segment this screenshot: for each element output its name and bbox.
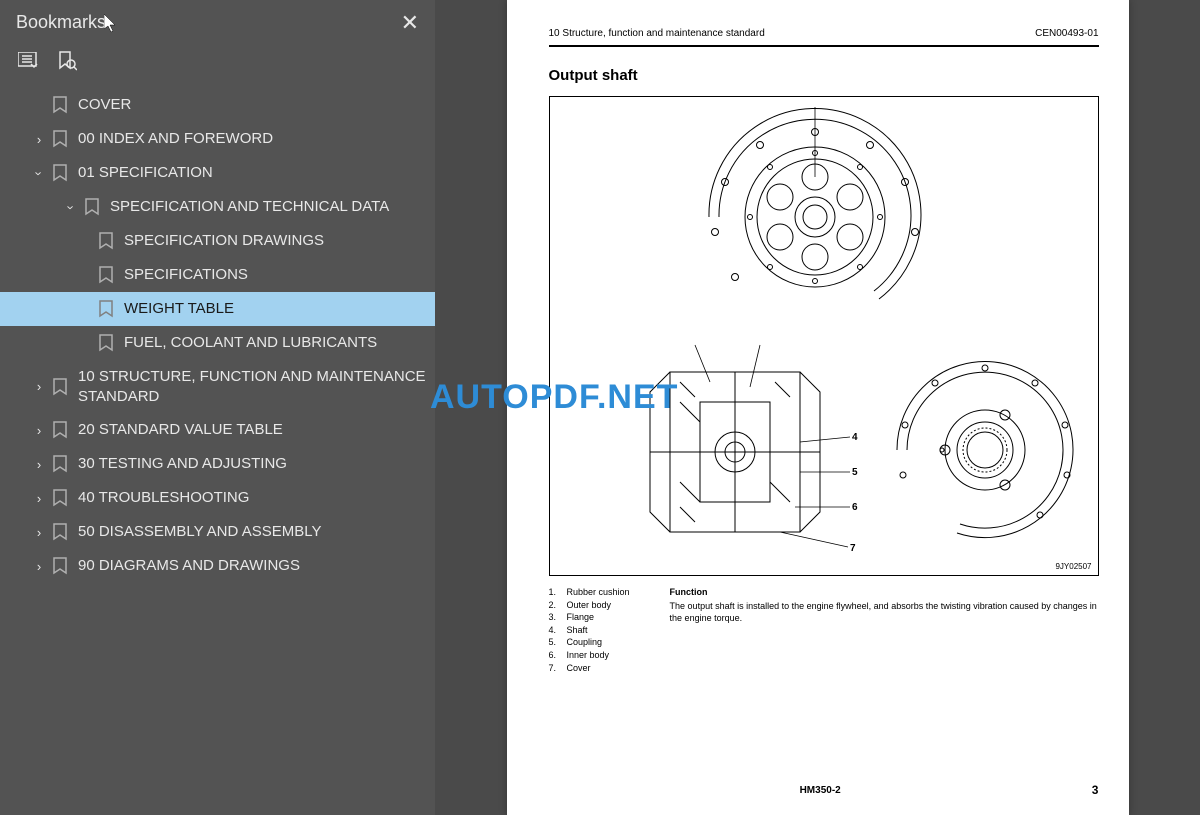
bookmark-item[interactable]: COVER	[0, 88, 435, 122]
bookmark-item[interactable]: › 50 DISASSEMBLY AND ASSEMBLY	[0, 515, 435, 549]
part-item: 7.Cover	[549, 662, 630, 675]
bookmark-label: FUEL, COOLANT AND LUBRICANTS	[124, 333, 377, 353]
bookmark-label: SPECIFICATION AND TECHNICAL DATA	[110, 197, 389, 217]
technical-figure: 1	[549, 96, 1099, 576]
bookmarks-toolbar	[0, 45, 435, 84]
bookmark-icon	[52, 164, 70, 182]
pdf-page: 10 Structure, function and maintenance s…	[507, 0, 1129, 815]
parts-list: 1.Rubber cushion 2.Outer body 3.Flange 4…	[549, 586, 630, 674]
figure-ring-view	[890, 355, 1080, 545]
svg-text:4: 4	[852, 432, 858, 443]
document-viewer[interactable]: 10 Structure, function and maintenance s…	[435, 0, 1200, 815]
bookmark-item[interactable]: FUEL, COOLANT AND LUBRICANTS	[0, 326, 435, 360]
svg-text:6: 6	[852, 502, 858, 513]
svg-text:7: 7	[850, 543, 856, 554]
bookmark-icon	[52, 455, 70, 473]
bookmark-label: SPECIFICATIONS	[124, 265, 248, 285]
chevron-right-icon[interactable]: ›	[30, 423, 48, 438]
bookmark-item[interactable]: › SPECIFICATION AND TECHNICAL DATA	[0, 190, 435, 224]
chevron-right-icon[interactable]: ›	[30, 559, 48, 574]
part-item: 2.Outer body	[549, 599, 630, 612]
bookmark-icon	[98, 266, 116, 284]
figure-code: 9JY02507	[1055, 562, 1091, 571]
part-item: 4.Shaft	[549, 624, 630, 637]
bookmark-label: 30 TESTING AND ADJUSTING	[78, 454, 287, 474]
bookmarks-title: Bookmarks	[16, 12, 106, 33]
bookmark-label: 20 STANDARD VALUE TABLE	[78, 420, 283, 440]
options-icon[interactable]	[18, 50, 40, 72]
bookmark-label: WEIGHT TABLE	[124, 299, 234, 319]
part-item: 1.Rubber cushion	[549, 586, 630, 599]
bookmark-label: COVER	[78, 95, 131, 115]
bookmark-item[interactable]: › 00 INDEX AND FOREWORD	[0, 122, 435, 156]
chevron-down-icon[interactable]: ›	[32, 164, 47, 182]
chevron-right-icon[interactable]: ›	[30, 491, 48, 506]
bookmark-icon	[52, 96, 70, 114]
part-item: 6.Inner body	[549, 649, 630, 662]
bookmark-icon	[98, 334, 116, 352]
bookmarks-title-text: Bookmarks	[16, 12, 106, 33]
svg-text:2: 2	[690, 342, 696, 345]
bookmark-item-selected[interactable]: WEIGHT TABLE	[0, 292, 435, 326]
bookmark-label: 90 DIAGRAMS AND DRAWINGS	[78, 556, 300, 576]
svg-text:1: 1	[812, 107, 818, 109]
bookmark-item[interactable]: › 01 SPECIFICATION	[0, 156, 435, 190]
part-item: 5.Coupling	[549, 636, 630, 649]
close-icon[interactable]: ✕	[401, 10, 419, 36]
bookmark-icon	[52, 489, 70, 507]
part-item: 3.Flange	[549, 611, 630, 624]
bookmark-item[interactable]: › 30 TESTING AND ADJUSTING	[0, 447, 435, 481]
chevron-right-icon[interactable]: ›	[30, 379, 48, 394]
chevron-right-icon[interactable]: ›	[30, 457, 48, 472]
bookmark-item[interactable]: › 20 STANDARD VALUE TABLE	[0, 413, 435, 447]
bookmark-icon	[84, 198, 102, 216]
figure-section-view: 2 3 4 5 6 7	[600, 342, 860, 562]
bookmark-tree: COVER › 00 INDEX AND FOREWORD › 01 SPECI…	[0, 84, 435, 815]
bookmark-item[interactable]: SPECIFICATION DRAWINGS	[0, 224, 435, 258]
bookmark-item[interactable]: › 40 TROUBLESHOOTING	[0, 481, 435, 515]
chevron-right-icon[interactable]: ›	[30, 525, 48, 540]
footer-page-number: 3	[1092, 783, 1099, 797]
section-title: Output shaft	[549, 67, 1099, 84]
bookmark-label: 40 TROUBLESHOOTING	[78, 488, 249, 508]
chevron-down-icon[interactable]: ›	[64, 198, 79, 216]
bookmark-icon	[52, 557, 70, 575]
bookmark-item[interactable]: › 90 DIAGRAMS AND DRAWINGS	[0, 549, 435, 583]
bookmarks-header: Bookmarks ✕	[0, 0, 435, 45]
bookmark-item[interactable]: › 10 STRUCTURE, FUNCTION AND MAINTENANCE…	[0, 360, 435, 413]
function-heading: Function	[670, 586, 1099, 599]
bookmark-label: 50 DISASSEMBLY AND ASSEMBLY	[78, 522, 321, 542]
bookmark-label: SPECIFICATION DRAWINGS	[124, 231, 324, 251]
footer-model: HM350-2	[800, 785, 841, 796]
page-header: 10 Structure, function and maintenance s…	[549, 28, 1099, 47]
svg-text:5: 5	[852, 467, 858, 478]
chevron-right-icon[interactable]: ›	[30, 132, 48, 147]
header-left: 10 Structure, function and maintenance s…	[549, 28, 765, 39]
bookmarks-panel: Bookmarks ✕ COVER › 00 INDEX AND FOREWOR…	[0, 0, 435, 815]
parts-description: 1.Rubber cushion 2.Outer body 3.Flange 4…	[549, 586, 1099, 674]
figure-top-view: 1	[680, 107, 950, 327]
bookmark-icon	[52, 378, 70, 396]
find-bookmark-icon[interactable]	[56, 50, 78, 72]
bookmark-icon	[52, 523, 70, 541]
bookmark-label: 01 SPECIFICATION	[78, 163, 213, 183]
bookmark-label: 00 INDEX AND FOREWORD	[78, 129, 273, 149]
bookmark-icon	[52, 130, 70, 148]
header-right: CEN00493-01	[1035, 28, 1098, 39]
bookmark-item[interactable]: SPECIFICATIONS	[0, 258, 435, 292]
page-footer: HM350-2 3	[549, 783, 1099, 797]
bookmark-label: 10 STRUCTURE, FUNCTION AND MAINTENANCE S…	[78, 367, 427, 406]
svg-text:3: 3	[758, 342, 764, 345]
bookmark-icon	[98, 232, 116, 250]
bookmark-icon	[52, 421, 70, 439]
bookmark-icon	[98, 300, 116, 318]
function-text: The output shaft is installed to the eng…	[670, 600, 1099, 625]
function-block: Function The output shaft is installed t…	[670, 586, 1099, 674]
